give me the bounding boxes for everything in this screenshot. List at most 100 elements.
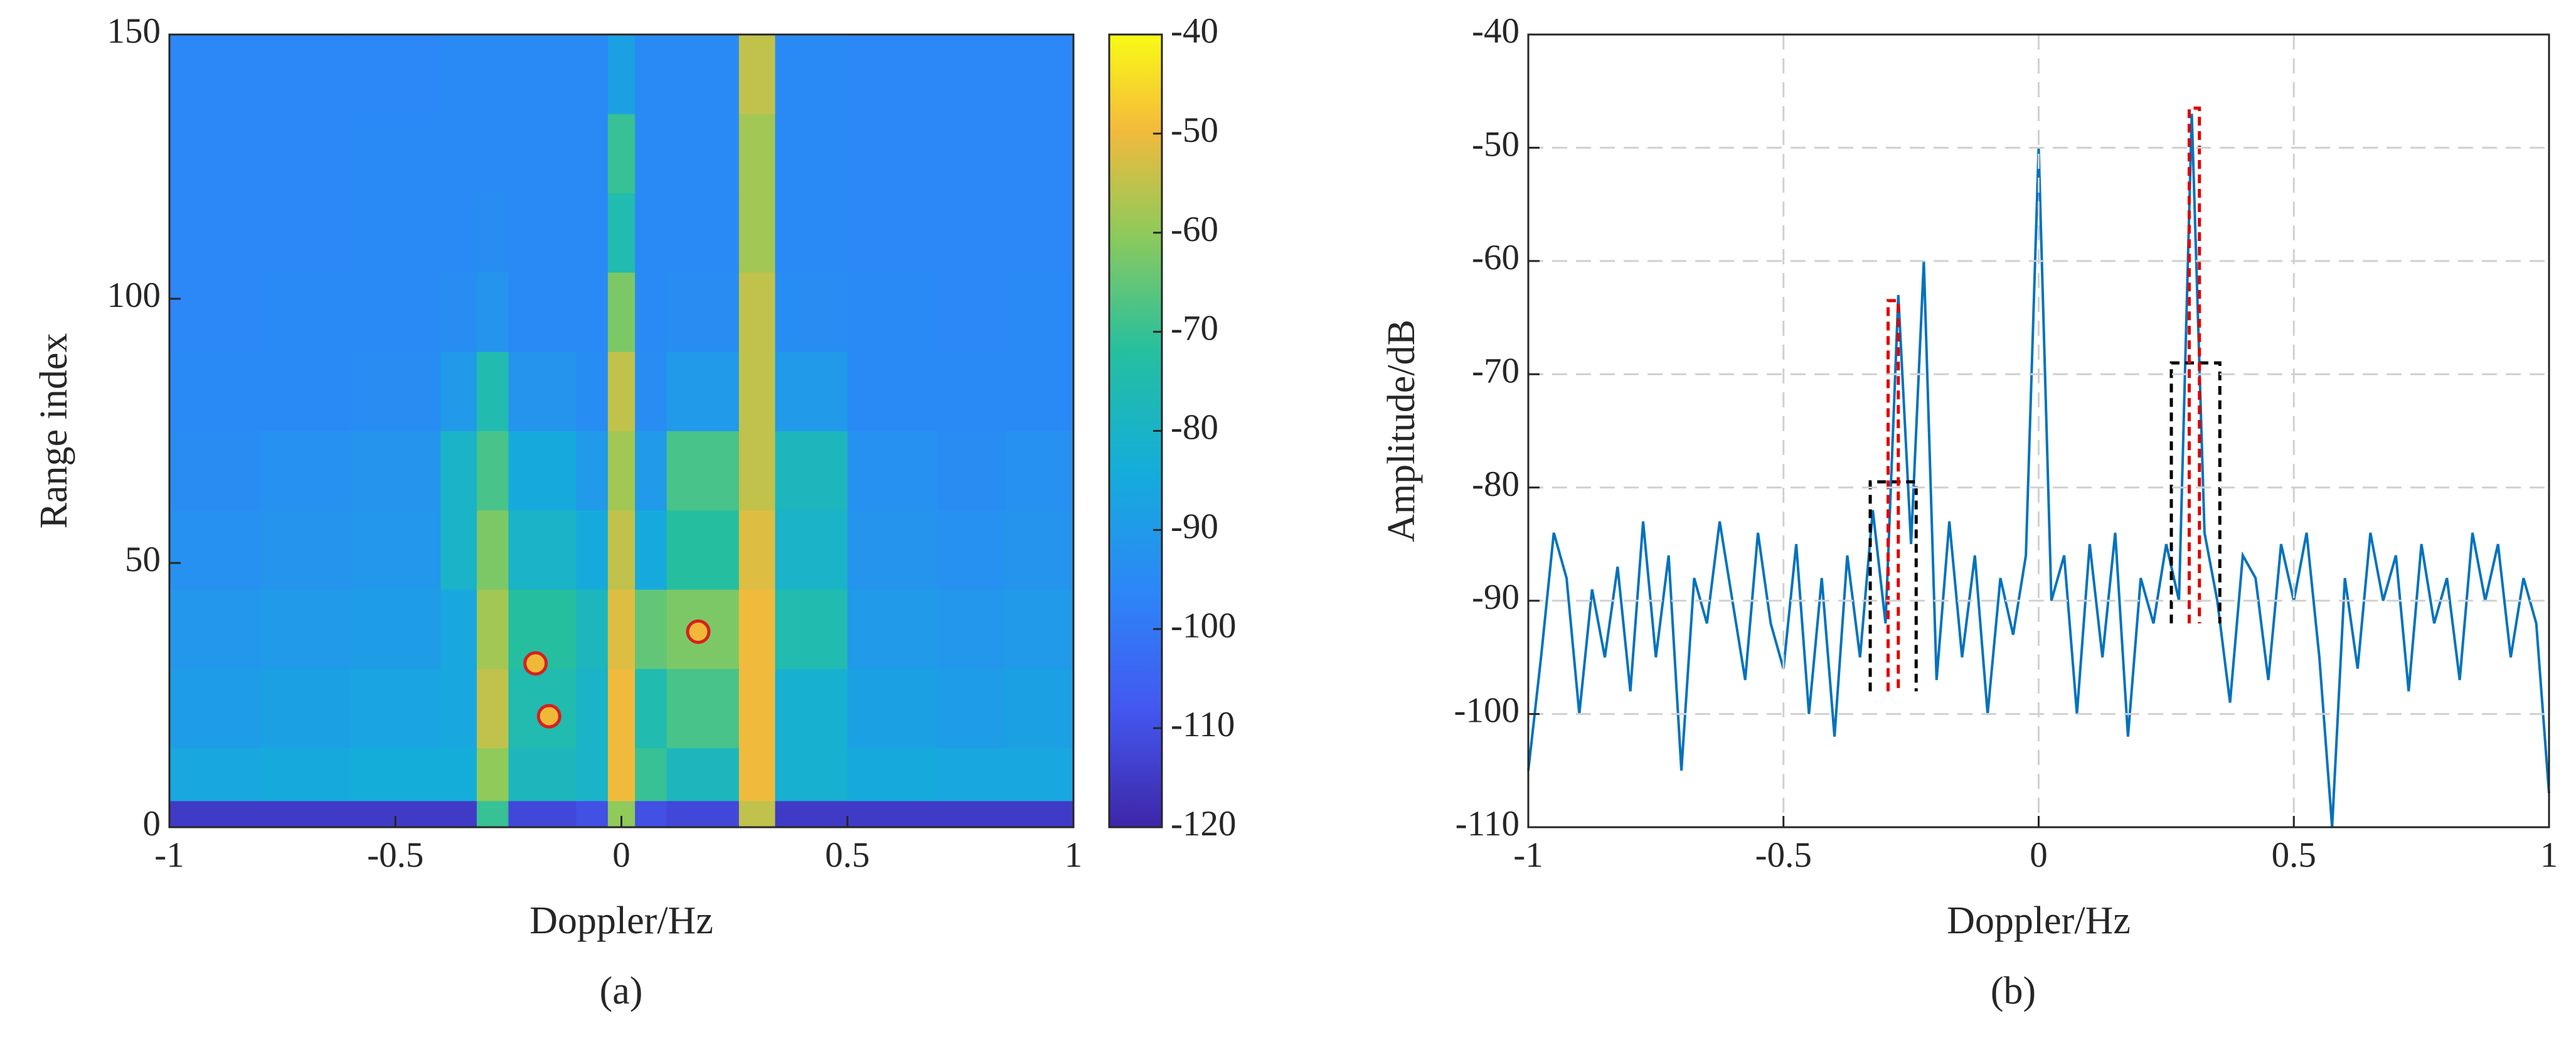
heat-cell — [350, 35, 441, 114]
colorbar-tick-label: -80 — [1171, 408, 1218, 447]
x-tick-label: -1 — [1513, 835, 1543, 875]
heat-cell — [440, 668, 477, 749]
heat-cell — [169, 589, 260, 669]
colorbar-tick-label: -90 — [1171, 506, 1218, 546]
heat-cell — [607, 589, 636, 669]
heat-cell — [847, 589, 939, 669]
heat-cell — [635, 114, 668, 194]
heat-cell — [476, 35, 509, 114]
heat-cell — [260, 114, 351, 194]
heat-cell — [847, 35, 939, 114]
y-tick-label: -90 — [1472, 577, 1520, 617]
heat-cell — [775, 193, 848, 273]
heat-cell — [260, 431, 351, 511]
heat-cell — [937, 272, 1006, 352]
heat-cell — [607, 193, 636, 273]
heat-cell — [666, 351, 740, 431]
heat-cell — [260, 193, 351, 273]
heat-cell — [476, 589, 509, 669]
x-axis-title: Doppler/Hz — [530, 899, 713, 942]
colorbar-tick-label: -50 — [1171, 110, 1218, 150]
heat-cell — [937, 35, 1006, 114]
heat-cell — [937, 193, 1006, 273]
heat-cell — [440, 589, 477, 669]
heat-cell — [847, 193, 939, 273]
heat-cell — [169, 351, 260, 431]
heat-cell — [350, 589, 441, 669]
heat-cell — [440, 35, 477, 114]
heat-cell — [476, 193, 509, 273]
heat-cell — [169, 748, 260, 801]
heat-cell — [635, 748, 668, 801]
heat-cell — [576, 431, 609, 511]
heat-cell — [635, 272, 668, 352]
heat-cell — [847, 510, 939, 590]
y-tick-label: 0 — [143, 804, 161, 844]
dashed-box — [1887, 299, 1900, 692]
heat-cell — [440, 351, 477, 431]
heat-cell — [440, 800, 477, 828]
heat-cell — [169, 193, 260, 273]
heat-cell — [738, 351, 775, 431]
dashed-box — [1868, 480, 1918, 692]
y-tick-label: 50 — [125, 540, 161, 579]
heat-cell — [508, 272, 577, 352]
y-axis-title: Amplitude/dB — [1380, 319, 1423, 542]
heat-cell — [775, 35, 848, 114]
heat-cell — [260, 272, 351, 352]
heat-cell — [937, 510, 1006, 590]
x-tick-label: 0.5 — [2272, 835, 2316, 875]
heat-cell — [576, 193, 609, 273]
heat-cell — [508, 800, 577, 828]
axes-box — [168, 33, 1075, 828]
heat-cell — [260, 35, 351, 114]
heat-cell — [775, 272, 848, 352]
x-tick-label: -0.5 — [1755, 835, 1812, 875]
heat-cell — [666, 272, 740, 352]
heat-cell — [666, 800, 740, 828]
heat-cell — [440, 748, 477, 801]
heat-cell — [350, 668, 441, 749]
heat-cell — [576, 589, 609, 669]
heat-cell — [607, 748, 636, 801]
heat-cell — [738, 272, 775, 352]
heat-cell — [440, 272, 477, 352]
heat-cell — [937, 748, 1006, 801]
dashed-box — [2169, 361, 2222, 624]
heat-cell — [738, 114, 775, 194]
highlight-marker — [686, 619, 711, 644]
y-tick-label: 150 — [107, 11, 161, 51]
heat-cell — [576, 510, 609, 590]
heat-cell — [635, 35, 668, 114]
heat-cell — [260, 668, 351, 749]
x-tick-label: 0.5 — [825, 835, 870, 875]
heat-cell — [666, 431, 740, 511]
dashed-box — [2187, 106, 2201, 624]
y-tick-label: -70 — [1472, 351, 1520, 390]
y-tick-label: -100 — [1454, 691, 1520, 731]
heat-cell — [738, 668, 775, 749]
heat-cell — [607, 351, 636, 431]
colorbar-tick-label: -40 — [1171, 11, 1218, 51]
heat-cell — [260, 589, 351, 669]
heat-cell — [666, 35, 740, 114]
heat-cell — [847, 351, 939, 431]
heat-cell — [775, 800, 848, 828]
heat-cell — [847, 272, 939, 352]
heat-cell — [476, 510, 509, 590]
heat-cell — [937, 589, 1006, 669]
heat-cell — [937, 668, 1006, 749]
x-tick-label: 1 — [1065, 835, 1083, 875]
heat-cell — [607, 668, 636, 749]
heat-cell — [169, 272, 260, 352]
highlight-marker — [536, 704, 562, 729]
heat-cell — [738, 431, 775, 511]
heat-cell — [666, 668, 740, 749]
heat-cell — [635, 193, 668, 273]
heat-cell — [635, 800, 668, 828]
heat-cell — [937, 431, 1006, 511]
heat-cell — [775, 351, 848, 431]
heat-cell — [260, 800, 351, 828]
heat-cell — [576, 748, 609, 801]
heat-cell — [169, 668, 260, 749]
